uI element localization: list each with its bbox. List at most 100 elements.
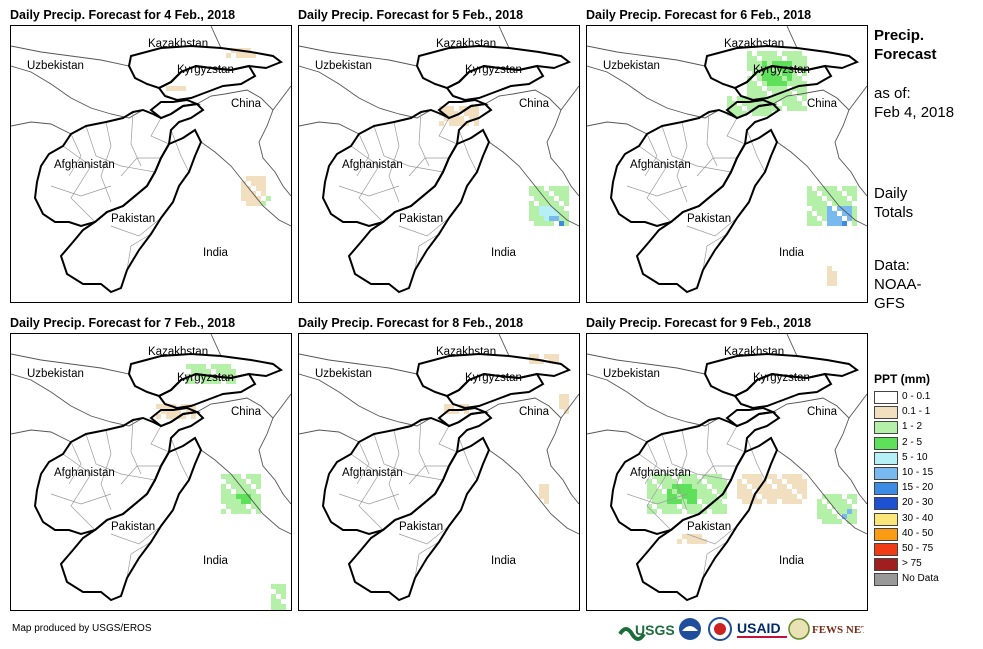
kyrgyzstan-outline xyxy=(445,372,545,410)
legend-label: 15 - 20 xyxy=(902,482,934,494)
precip-cell xyxy=(837,494,842,499)
pakistan-provinces xyxy=(110,437,190,579)
precip-cell xyxy=(231,379,236,384)
india-border xyxy=(488,141,579,227)
precip-cell xyxy=(181,414,186,419)
precip-cell xyxy=(246,196,251,201)
precip-cell xyxy=(529,201,534,206)
country-label-india: India xyxy=(491,555,516,567)
precip-cell xyxy=(842,514,847,519)
precip-cell xyxy=(201,369,206,374)
precip-cell xyxy=(469,116,474,121)
precip-cell xyxy=(817,514,822,519)
uzbekistan-border xyxy=(587,373,720,427)
precip-cell xyxy=(271,604,276,609)
precip-cell xyxy=(712,494,717,499)
precip-cell xyxy=(842,206,847,211)
precip-cell xyxy=(672,489,677,494)
precip-cell xyxy=(226,494,231,499)
uzbekistan-border xyxy=(299,373,432,427)
precip-cell xyxy=(251,176,256,181)
precip-cell xyxy=(792,71,797,76)
precip-cell xyxy=(747,51,752,56)
precip-cell xyxy=(474,121,479,126)
precip-cell xyxy=(772,479,777,484)
india-border xyxy=(488,449,579,535)
precip-cell xyxy=(792,499,797,504)
precip-cell xyxy=(221,489,226,494)
precip-cell xyxy=(251,201,256,206)
precip-cell xyxy=(752,96,757,101)
usgs-logo-text: USGS xyxy=(635,622,675,638)
precip-cell xyxy=(246,509,251,514)
precip-cell xyxy=(852,499,857,504)
precip-cell xyxy=(166,404,171,409)
regional-boundary xyxy=(11,334,291,443)
precip-cell xyxy=(697,534,702,539)
precip-cell xyxy=(687,489,692,494)
precip-cell xyxy=(216,369,221,374)
legend-label: 2 - 5 xyxy=(902,436,923,448)
precip-cell xyxy=(672,509,677,514)
precip-cell xyxy=(767,489,772,494)
precip-cell xyxy=(677,539,682,544)
precip-cell xyxy=(832,504,837,509)
precip-cell xyxy=(817,221,822,226)
precip-cell xyxy=(782,494,787,499)
precip-cell xyxy=(246,176,251,181)
precip-cell xyxy=(852,211,857,216)
precip-cell xyxy=(221,494,226,499)
precip-cell xyxy=(692,499,697,504)
precip-cell xyxy=(266,196,271,201)
precip-cell xyxy=(246,499,251,504)
pakistan-provinces xyxy=(686,129,766,271)
precip-cell xyxy=(832,276,837,281)
precip-cell xyxy=(782,499,787,504)
precip-cell xyxy=(702,489,707,494)
precip-cell xyxy=(534,191,539,196)
precip-cell xyxy=(682,484,687,489)
precip-cell xyxy=(667,509,672,514)
country-label-india: India xyxy=(491,247,516,259)
precip-cell xyxy=(707,479,712,484)
country-label-uzbekistan: Uzbekistan xyxy=(27,368,84,380)
precip-cell xyxy=(852,186,857,191)
precip-cell xyxy=(752,91,757,96)
country-label-china: China xyxy=(519,406,550,418)
precip-cell xyxy=(712,479,717,484)
india-border xyxy=(776,141,867,227)
china-border xyxy=(772,397,867,505)
precip-cell xyxy=(677,484,682,489)
kyrgyzstan-outline xyxy=(445,64,545,102)
precip-cell xyxy=(186,364,191,369)
nws-logo xyxy=(708,617,732,641)
precip-cell xyxy=(767,106,772,111)
precip-cell xyxy=(747,106,752,111)
precip-cell xyxy=(271,599,276,604)
precip-cell xyxy=(444,106,449,111)
precip-cell xyxy=(226,369,231,374)
legend-swatch xyxy=(874,497,898,511)
precip-cell xyxy=(236,494,241,499)
precip-cell xyxy=(822,509,827,514)
country-label-china: China xyxy=(231,406,262,418)
precip-cell xyxy=(156,414,161,419)
precip-cell xyxy=(662,494,667,499)
precip-cell xyxy=(226,379,231,384)
precip-cell xyxy=(847,211,852,216)
precip-cell xyxy=(449,111,454,116)
precip-cell xyxy=(782,76,787,81)
precip-cell xyxy=(782,101,787,106)
sidebar-title: Precip. Forecast xyxy=(874,27,937,63)
tajikistan-outline xyxy=(149,98,201,120)
precip-cell xyxy=(812,216,817,221)
precip-cell xyxy=(762,106,767,111)
legend-label: 10 - 15 xyxy=(902,467,934,478)
precip-cell xyxy=(707,494,712,499)
precip-cell xyxy=(171,409,176,414)
precip-cell xyxy=(747,61,752,66)
precip-cell xyxy=(672,504,677,509)
panel-title: Daily Precip. Forecast for 7 Feb., 2018 xyxy=(10,316,236,330)
precip-cell xyxy=(554,201,559,206)
map-canvas xyxy=(587,334,867,602)
